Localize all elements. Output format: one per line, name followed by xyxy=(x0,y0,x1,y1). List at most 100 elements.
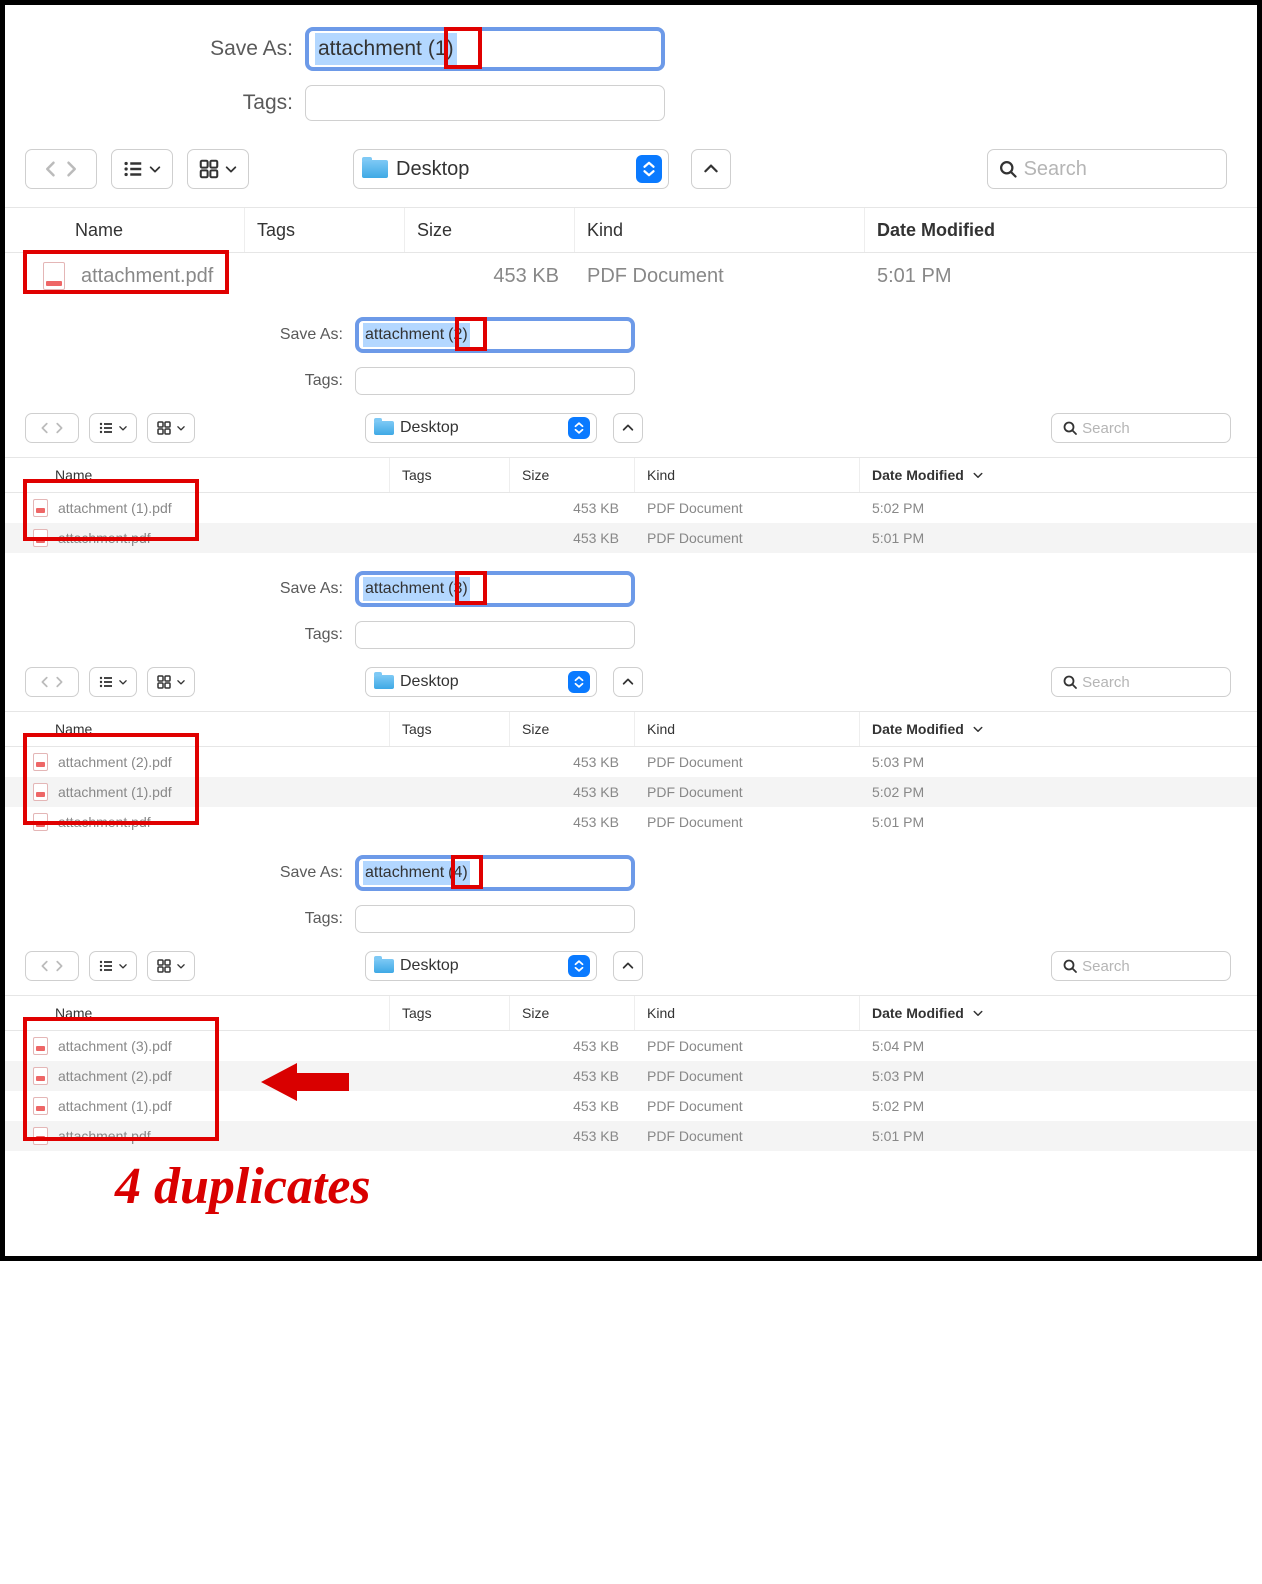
location-popup[interactable]: Desktop xyxy=(365,951,597,981)
col-date[interactable]: Date Modified xyxy=(865,208,1257,252)
tags-row: Tags: xyxy=(5,607,1257,649)
save-as-input[interactable]: attachment (4) xyxy=(355,855,635,891)
tags-input[interactable] xyxy=(305,85,665,121)
file-size-cell: 453 KB xyxy=(405,265,575,288)
col-tags[interactable]: Tags xyxy=(390,712,510,746)
file-size-cell: 453 KB xyxy=(510,1128,635,1144)
nav-back-forward[interactable] xyxy=(25,951,79,981)
col-kind[interactable]: Kind xyxy=(635,712,860,746)
file-kind-cell: PDF Document xyxy=(635,814,860,830)
toolbar: Desktop Search xyxy=(5,933,1257,995)
filename-base: attachment xyxy=(315,33,425,65)
col-kind[interactable]: Kind xyxy=(635,458,860,492)
tags-label: Tags: xyxy=(5,91,305,115)
save-as-input[interactable]: attachment (1) xyxy=(305,27,665,71)
red-highlight-suffix xyxy=(444,27,482,69)
save-as-input[interactable]: attachment (2) xyxy=(355,317,635,353)
file-date-cell: 5:01 PM xyxy=(860,1128,1257,1144)
annotation-arrow-icon xyxy=(261,1057,351,1112)
file-date-cell: 5:02 PM xyxy=(860,500,1257,516)
folder-icon xyxy=(374,675,394,689)
tags-input[interactable] xyxy=(355,905,635,933)
save-as-row: Save As:attachment (4) xyxy=(5,837,1257,891)
col-tags[interactable]: Tags xyxy=(390,458,510,492)
col-tags[interactable]: Tags xyxy=(245,208,405,252)
red-highlight-files xyxy=(23,1017,219,1141)
view-list-button[interactable] xyxy=(89,667,137,697)
save-dialog-panel: Save As:attachment (4)Tags: Desktop Sear… xyxy=(5,837,1257,1151)
file-kind-cell: PDF Document xyxy=(635,500,860,516)
save-as-label: Save As: xyxy=(5,864,355,882)
tags-row: Tags: xyxy=(5,353,1257,395)
file-date-cell: 5:01 PM xyxy=(860,530,1257,546)
col-kind[interactable]: Kind xyxy=(575,208,865,252)
search-input[interactable]: Search xyxy=(1051,951,1231,981)
save-as-input[interactable]: attachment (3) xyxy=(355,571,635,607)
tags-label: Tags: xyxy=(5,626,355,644)
view-grid-button[interactable] xyxy=(147,951,195,981)
col-name[interactable]: Name xyxy=(5,208,245,252)
red-highlight-files xyxy=(23,250,229,294)
search-input[interactable]: Search xyxy=(987,149,1227,189)
file-size-cell: 453 KB xyxy=(510,530,635,546)
view-list-button[interactable] xyxy=(111,149,173,189)
save-as-row: Save As:attachment (3) xyxy=(5,553,1257,607)
view-list-button[interactable] xyxy=(89,413,137,443)
search-placeholder: Search xyxy=(1082,674,1130,691)
nav-back-forward[interactable] xyxy=(25,667,79,697)
file-size-cell: 453 KB xyxy=(510,500,635,516)
updown-icon xyxy=(568,671,590,693)
view-grid-button[interactable] xyxy=(147,667,195,697)
collapse-button[interactable] xyxy=(613,667,643,697)
nav-back-forward[interactable] xyxy=(25,413,79,443)
red-highlight-suffix xyxy=(451,855,483,889)
save-as-row: Save As:attachment (2) xyxy=(5,299,1257,353)
tags-row: Tags: xyxy=(5,891,1257,933)
tags-input[interactable] xyxy=(355,367,635,395)
updown-icon xyxy=(568,417,590,439)
location-popup[interactable]: Desktop xyxy=(365,413,597,443)
file-kind-cell: PDF Document xyxy=(635,784,860,800)
tags-input[interactable] xyxy=(355,621,635,649)
file-kind-cell: PDF Document xyxy=(635,1038,860,1054)
file-kind-cell: PDF Document xyxy=(635,1068,860,1084)
location-name: Desktop xyxy=(400,673,459,691)
col-size[interactable]: Size xyxy=(510,996,635,1030)
filename-base: attachment xyxy=(363,861,446,885)
file-date-cell: 5:03 PM xyxy=(860,754,1257,770)
location-popup[interactable]: Desktop xyxy=(365,667,597,697)
save-as-label: Save As: xyxy=(5,326,355,344)
search-placeholder: Search xyxy=(1082,958,1130,975)
red-highlight-files xyxy=(23,733,199,825)
file-date-cell: 5:01 PM xyxy=(865,265,1257,288)
search-placeholder: Search xyxy=(1082,420,1130,437)
column-headers: NameTagsSizeKindDate Modified xyxy=(5,207,1257,253)
red-highlight-files xyxy=(23,479,199,541)
folder-icon xyxy=(362,160,388,178)
red-highlight-suffix xyxy=(455,571,487,605)
nav-back-forward[interactable] xyxy=(25,149,97,189)
view-list-button[interactable] xyxy=(89,951,137,981)
col-tags[interactable]: Tags xyxy=(390,996,510,1030)
file-kind-cell: PDF Document xyxy=(635,1098,860,1114)
collapse-button[interactable] xyxy=(613,951,643,981)
search-input[interactable]: Search xyxy=(1051,413,1231,443)
file-size-cell: 453 KB xyxy=(510,1068,635,1084)
col-size[interactable]: Size xyxy=(405,208,575,252)
view-grid-button[interactable] xyxy=(187,149,249,189)
location-name: Desktop xyxy=(396,158,469,181)
col-size[interactable]: Size xyxy=(510,458,635,492)
col-size[interactable]: Size xyxy=(510,712,635,746)
collapse-button[interactable] xyxy=(691,149,731,189)
col-kind[interactable]: Kind xyxy=(635,996,860,1030)
col-date[interactable]: Date Modified xyxy=(860,996,1257,1030)
file-size-cell: 453 KB xyxy=(510,1038,635,1054)
collapse-button[interactable] xyxy=(613,413,643,443)
location-popup[interactable]: Desktop xyxy=(353,149,669,189)
search-input[interactable]: Search xyxy=(1051,667,1231,697)
view-grid-button[interactable] xyxy=(147,413,195,443)
file-size-cell: 453 KB xyxy=(510,754,635,770)
col-date[interactable]: Date Modified xyxy=(860,712,1257,746)
col-date[interactable]: Date Modified xyxy=(860,458,1257,492)
updown-icon xyxy=(568,955,590,977)
